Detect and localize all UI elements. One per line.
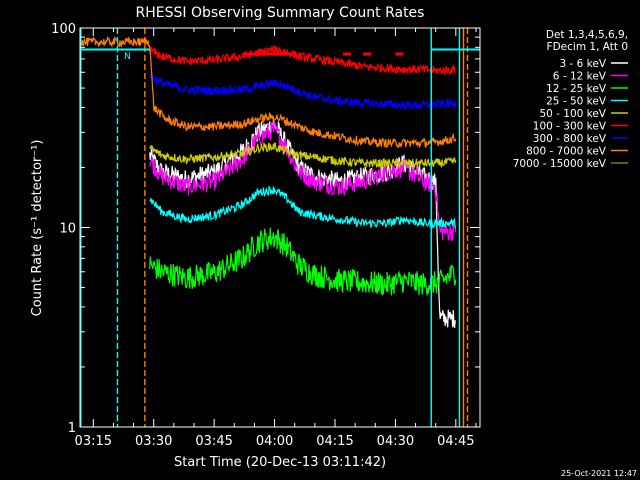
series-trace [149,73,457,111]
chart-title: RHESSI Observing Summary Count Rates [136,5,425,21]
legend-header: Det 1,3,4,5,6,9, [546,29,628,41]
legend-label: 50 - 100 keV [539,108,606,120]
legend-label: 100 - 300 keV [533,121,607,133]
x-tick-label: 03:45 [195,434,232,449]
series-trace [149,119,456,329]
series-25-50-kev [149,185,457,230]
series-trace [149,185,457,230]
x-tick-label: 04:30 [377,434,414,449]
legend: Det 1,3,4,5,6,9,FDecim 1, Att 0 3 - 6 keV… [513,29,628,170]
legend-label: 6 - 12 keV [553,71,607,83]
legend-label: 25 - 50 keV [546,96,607,108]
x-tick-label: 03:15 [75,434,112,449]
y-tick-label: 10 [59,222,76,237]
series-300-800-kev [149,73,457,111]
generation-timestamp: 25-Oct-2021 12:47 [561,469,637,478]
series-trace [149,141,457,169]
x-tick-label: 04:45 [437,434,474,449]
legend-label: 3 - 6 keV [559,58,606,70]
y-axis-label: Count Rate (s⁻¹ detector⁻¹) [30,140,45,317]
legend-label: 800 - 7000 keV [526,146,607,158]
x-tick-label: 04:00 [256,434,293,449]
x-tick-label: 03:30 [135,434,172,449]
series-100-300-kev [149,45,457,76]
series-trace [149,227,457,296]
series-trace [79,35,457,149]
night-flag-label: N [124,52,131,62]
x-tick-label: 04:15 [316,434,353,449]
axes: 03:15 03:30 03:45 04:00 04:15 04:30 04:45 1 10 10… [51,22,481,449]
y-tick-label: 1 [68,421,76,436]
series-12-25-kev [149,227,457,296]
series-800-7000-kev [79,35,457,149]
legend-label: 12 - 25 keV [546,83,607,95]
legend-label: 300 - 800 keV [533,133,607,145]
legend-label: 7000 - 15000 keV [513,158,607,170]
y-tick-label: 100 [51,22,76,37]
legend-header: FDecim 1, Att 0 [547,41,628,53]
series-50-100-kev [149,141,457,169]
plot-area: N [79,28,480,427]
series-trace [149,45,457,76]
x-axis-label: Start Time (20-Dec-13 03:11:42) [174,455,386,470]
series-3-6-kev [149,119,456,329]
